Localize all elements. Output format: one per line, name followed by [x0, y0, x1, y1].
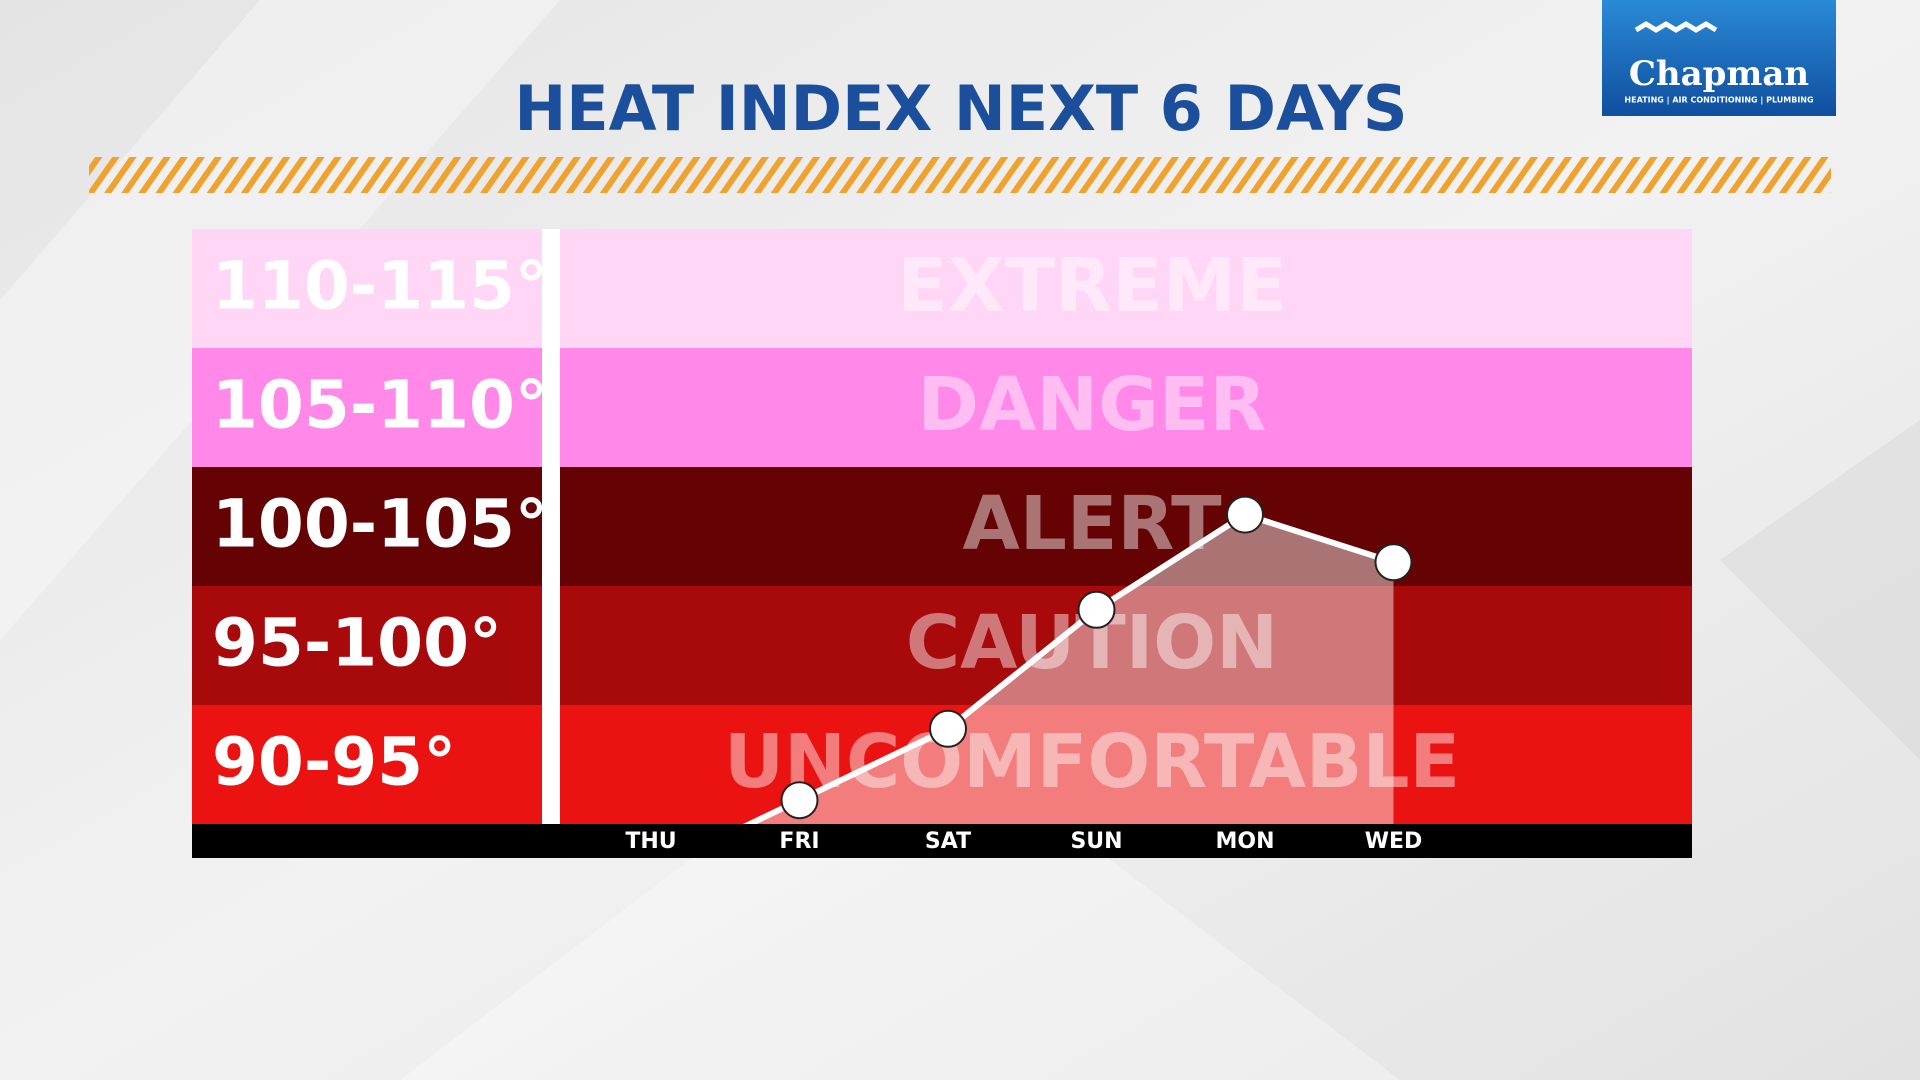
band-name: UNCOMFORTABLE [724, 719, 1460, 805]
band-name: EXTREME [897, 243, 1287, 329]
bg-shape [400, 700, 1400, 1080]
point [780, 781, 819, 820]
x-tick-label: WED [1365, 829, 1423, 854]
x-tick-label: FRI [779, 829, 819, 854]
heat-band [192, 348, 1692, 467]
band-range-label: 110-115° [212, 248, 548, 325]
x-tick-label: SUN [1070, 829, 1122, 854]
logo-box [1602, 0, 1836, 116]
band-range-label: 95-100° [212, 605, 502, 682]
band-range-label: 105-110° [212, 367, 548, 444]
logo-flag [1634, 21, 1718, 33]
x-tick-label: SAT [925, 829, 971, 854]
heat-band [192, 229, 1692, 348]
line [743, 511, 1395, 824]
column-divider [542, 229, 560, 824]
band-range-label: 90-95° [212, 724, 456, 801]
chart-title: HEAT INDEX NEXT 6 DAYS [514, 72, 1407, 145]
band-name: DANGER [918, 362, 1267, 448]
heat-band [192, 467, 1692, 586]
band-range-label: 100-105° [212, 486, 548, 563]
x-tick-label: THU [625, 829, 676, 854]
point [929, 709, 967, 748]
stripe-divider [89, 157, 1831, 193]
band-name: ALERT [962, 481, 1222, 567]
plot: 110-115° EXTREME 105-110° DANGER 100-105° ALE… [192, 229, 1692, 858]
x-tick-label: MON [1215, 829, 1274, 854]
bg-shape [1720, 420, 1920, 760]
x-axis-bar [192, 824, 1692, 858]
logo-tagline: HEATING | AIR CONDITIONING | PLUMBING [1624, 96, 1813, 105]
point [1077, 590, 1116, 629]
series [651, 495, 1413, 824]
point [1226, 495, 1264, 534]
heat-band [192, 586, 1692, 705]
point [1374, 543, 1413, 582]
logo-name: Chapman [1629, 54, 1809, 94]
